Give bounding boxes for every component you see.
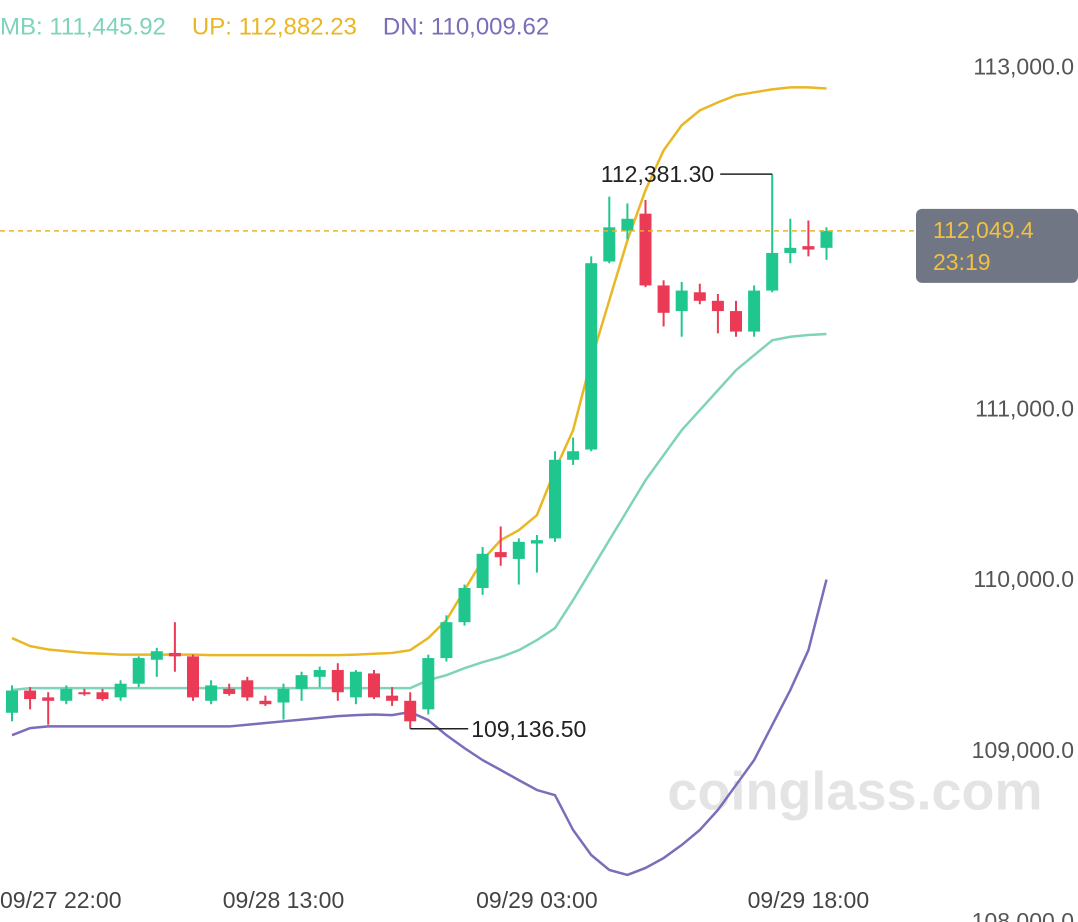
candle-body [295, 675, 308, 689]
candle-body [96, 692, 109, 700]
candle-body [150, 651, 163, 660]
candle-body [132, 658, 145, 684]
candle-body [711, 300, 724, 312]
band-line [11, 579, 828, 877]
candle-body [404, 700, 417, 722]
candle-body [422, 658, 435, 710]
candle-body [241, 680, 254, 698]
band-line [11, 86, 827, 657]
candle-body [476, 553, 489, 588]
candle-body [820, 230, 833, 248]
y-tick-label: 113,000.0 [973, 53, 1074, 79]
candle-body [748, 290, 761, 332]
candle-body [6, 690, 18, 713]
last-price-label: 112,049.4 [933, 217, 1034, 243]
x-tick-label: 09/29 18:00 [748, 887, 870, 913]
candle-body [730, 311, 742, 332]
candle-body [223, 688, 236, 694]
candle-body [549, 459, 561, 539]
candle-body [24, 690, 37, 700]
candle-body [331, 670, 344, 693]
candle-body [675, 290, 688, 312]
candle-body [530, 540, 543, 544]
candle-body [386, 695, 399, 701]
candle-body [766, 252, 779, 291]
candle-body [784, 247, 797, 253]
candle-body [440, 622, 453, 659]
candle-body [585, 263, 598, 450]
band-line [11, 332, 827, 692]
candle-body [313, 670, 326, 677]
candle-body [802, 246, 815, 250]
legend-item: MB: 111,445.92 [0, 13, 166, 40]
countdown: 23:19 [933, 249, 991, 275]
candle-body [494, 552, 507, 558]
y-tick-label: 109,000.0 [972, 737, 1074, 763]
y-tick-label: 108,000.0 [972, 908, 1074, 922]
candle-body [621, 218, 634, 231]
candle-body [42, 697, 55, 701]
candle-body [567, 451, 580, 460]
y-tick-label: 110,000.0 [973, 566, 1074, 592]
candle-body [187, 656, 199, 698]
x-tick-label: 09/29 03:00 [476, 887, 598, 913]
high-label: 112,381.30 [601, 161, 714, 187]
x-tick-label: 09/28 13:00 [223, 887, 345, 913]
watermark: coinglass.com [667, 761, 1042, 821]
candle-body [639, 213, 652, 286]
price-tag [916, 208, 1078, 283]
candle-body [603, 227, 616, 262]
candle-body [693, 292, 706, 301]
x-tick-label: 09/27 22:00 [0, 887, 122, 913]
candle-body [277, 688, 290, 703]
legend-item: UP: 112,882.23 [192, 13, 357, 40]
candle-body [512, 541, 525, 559]
legend-item: DN: 110,009.62 [383, 13, 549, 40]
candle-body [60, 688, 73, 701]
y-tick-label: 111,000.0 [975, 395, 1074, 421]
candle-body [205, 685, 218, 701]
candle-body [78, 692, 91, 695]
low-label: 109,136.50 [471, 716, 586, 742]
candle-body [259, 700, 272, 705]
candle-body [458, 587, 471, 623]
candle-body [368, 673, 380, 698]
candle-body [349, 671, 362, 698]
candle-body [114, 683, 127, 698]
candle-body [657, 285, 670, 313]
candle-body [168, 652, 181, 657]
